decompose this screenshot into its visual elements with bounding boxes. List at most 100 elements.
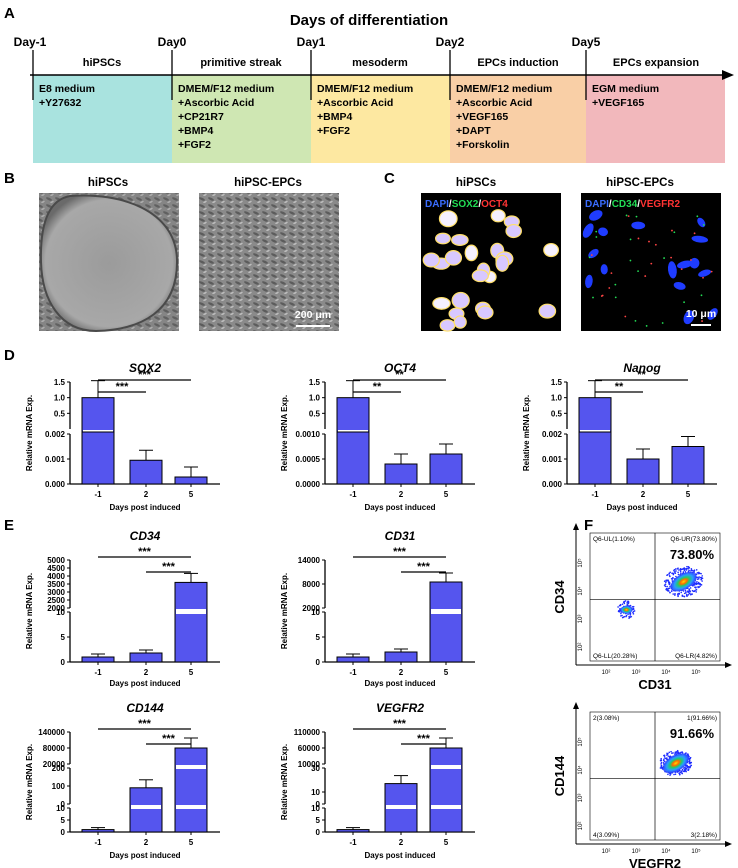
event-dot	[629, 604, 632, 607]
stage-box	[172, 75, 311, 163]
nucleus	[598, 227, 608, 237]
marker-dot	[624, 315, 627, 318]
event-dot	[698, 572, 701, 575]
x-tick-label: 5	[444, 490, 449, 499]
axis-break-gap	[386, 805, 416, 809]
event-dot	[688, 758, 691, 760]
stage-name: primitive streak	[200, 57, 282, 69]
medium-line: +Forskolin	[456, 139, 509, 151]
event-dot	[619, 604, 622, 607]
event-dot	[697, 582, 700, 585]
y-tick-label: 10⁴	[577, 586, 584, 596]
stage-name: mesoderm	[352, 57, 408, 69]
event-dot	[690, 593, 692, 596]
event-dot	[674, 593, 676, 595]
quadrant-label: 4(3.09%)	[593, 832, 619, 839]
panel-label-b: B	[4, 170, 15, 187]
nucleus	[490, 209, 506, 223]
event-dot	[674, 571, 676, 573]
event-dot	[690, 761, 693, 764]
nucleus	[698, 269, 712, 277]
marker-dot	[590, 254, 593, 256]
event-dot	[676, 568, 679, 570]
chart-title: VEGFR2	[376, 701, 424, 715]
event-dot	[632, 608, 634, 610]
event-dot	[667, 579, 669, 582]
nucleus	[673, 281, 686, 290]
micrograph-title: hiPSC-EPCs	[606, 177, 674, 189]
x-tick-label: -1	[349, 838, 357, 847]
event-dot	[669, 571, 672, 574]
x-axis-label: CD31	[638, 677, 671, 692]
y-tick-label: 0.001	[45, 455, 66, 464]
event-dot	[694, 589, 696, 592]
event-dot	[677, 573, 680, 576]
event-dot	[690, 764, 693, 767]
event-dot	[633, 610, 636, 612]
chart-title: Nanog	[623, 361, 661, 375]
day-label: Day1	[297, 35, 326, 49]
marker-dot	[696, 215, 699, 218]
event-dot	[669, 774, 671, 776]
event-dot	[632, 611, 634, 614]
event-dot	[673, 568, 676, 571]
y-tick-label: 5	[316, 816, 321, 825]
x-tick-label: -1	[94, 668, 102, 677]
event-dot	[622, 601, 625, 603]
slash: /	[609, 199, 612, 210]
medium-line: +Ascorbic Acid	[456, 97, 532, 109]
event-dot	[674, 572, 677, 574]
bar	[384, 651, 418, 663]
x-tick-label: 10⁴	[661, 848, 671, 855]
brightfield-epc-image: 200 μm	[199, 193, 339, 331]
y-tick-label: 10	[311, 608, 320, 617]
stage-name: hiPSCs	[83, 57, 122, 69]
medium-line: +Y27632	[39, 97, 81, 109]
event-dot	[683, 769, 686, 771]
nucleus	[582, 223, 594, 238]
stage-name: EPCs induction	[477, 57, 559, 69]
event-dot	[697, 576, 699, 579]
marker-dot	[710, 270, 713, 273]
y-axis-arrow	[573, 702, 579, 709]
x-tick-label: 2	[399, 490, 404, 499]
y-tick-label: 10²	[578, 822, 584, 831]
event-dot	[679, 752, 681, 754]
event-dot	[666, 574, 669, 576]
bar	[429, 453, 463, 485]
bar	[174, 476, 208, 485]
x-tick-label: 2	[641, 490, 646, 499]
event-dot	[674, 568, 677, 570]
nucleus	[707, 308, 718, 320]
event-dot	[665, 587, 668, 590]
event-dot	[680, 572, 682, 574]
event-dot	[670, 590, 673, 593]
medium-line: +VEGF165	[592, 97, 644, 109]
bar	[578, 431, 612, 485]
event-dot	[685, 569, 688, 571]
bar-chart: OCT4 Relative mRNA Exp. Days post induced-…	[280, 361, 475, 512]
marker-dot	[644, 275, 647, 277]
event-dot	[677, 594, 679, 597]
y-tick-label: 4500	[47, 564, 65, 573]
event-dot	[660, 761, 663, 764]
event-dot	[701, 580, 703, 582]
marker-dot	[661, 322, 664, 324]
event-dot	[665, 581, 667, 584]
y-tick-label: 10	[311, 788, 320, 797]
density-core	[620, 605, 633, 614]
event-dot	[685, 752, 687, 754]
nucleus	[422, 252, 440, 268]
event-dot	[666, 589, 669, 592]
x-tick-label: 2	[399, 668, 404, 677]
marker-dot	[650, 262, 653, 265]
nucleus	[453, 315, 467, 329]
significance-label: ***	[417, 561, 431, 573]
x-axis-arrow	[725, 841, 732, 847]
event-dot	[620, 612, 622, 615]
event-dot	[683, 567, 686, 570]
medium-line: +BMP4	[317, 111, 352, 123]
marker-dot	[645, 325, 648, 327]
marker-dot	[627, 215, 630, 218]
